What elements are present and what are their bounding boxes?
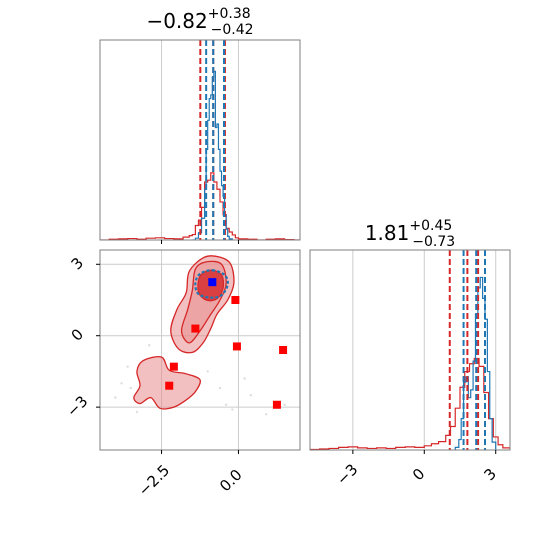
top-left-axis-frame [99,39,301,241]
bottom-left-y-tick-label: −3 [63,392,91,420]
bottom-right-x-tick-label: 3 [480,465,499,484]
bottom-right-title-value: 1.81 [365,221,410,245]
scatter-sample-dot [264,413,268,416]
red-square-marker [272,400,281,409]
top-left-histogram-content [100,40,300,240]
panel-bottom-right-histogram: −3 0 3 1.81+0.45 −0.73 [309,218,511,489]
bottom-right-grid [352,250,497,450]
bottom-left-x-tick-label: 0.0 [216,466,246,496]
bottom-left-contour-content [114,255,288,416]
red-square-marker [165,381,174,390]
top-left-grid [161,40,239,240]
top-left-red-histogram [100,172,300,240]
top-left-blue-histogram [192,70,233,240]
red-square-marker [279,346,288,354]
scatter-sample-dot [283,403,286,406]
red-square-marker [169,362,178,371]
blue-square-marker [208,278,217,287]
scatter-sample-dot [148,344,151,347]
scatter-sample-dot [114,396,117,399]
bottom-right-red-histogram [310,357,510,450]
scatter-sample-dot [206,370,209,373]
scatter-sample-dot [243,377,246,380]
bottom-right-title-lower-error: −0.73 [412,234,455,250]
bottom-right-histogram-content [310,250,510,450]
bottom-right-axis-frame [309,249,511,451]
red-square-marker [232,342,241,351]
panel-top-left-histogram: −0.82+0.38 −0.42 [99,6,301,244]
top-left-title-lower-error: −0.42 [211,22,254,38]
panel-bottom-left-2d: −2.5 0.0 3 0 −3 [63,249,301,500]
bottom-left-y-tick-label: 0 [68,325,87,344]
blue-contour [194,269,229,299]
scatter-sample-dot [224,403,228,406]
red-square-marker [231,296,240,304]
scatter-sample-dot [231,408,234,411]
top-left-ticks [161,240,239,244]
scatter-sample-dot [129,386,132,390]
scatter-sample-dot [135,410,139,414]
bottom-right-title: 1.81+0.45 −0.73 [365,218,455,250]
scatter-sample-dot [218,386,222,390]
bottom-right-x-tick-label: −3 [333,460,361,488]
red-square-marker [191,324,200,333]
top-left-title: −0.82+0.38 −0.42 [146,6,253,38]
bottom-right-blue-histogram [454,276,497,450]
scatter-sample-dot [126,365,129,368]
scatter-sample-dot [120,382,123,385]
scatter-sample-dot [249,394,252,397]
bottom-right-ticks: −3 0 3 [333,450,500,489]
top-left-title-upper-error: +0.38 [208,6,251,22]
top-left-title-value: −0.82 [146,9,207,33]
bottom-left-y-tick-label: 3 [68,254,87,273]
bottom-right-title-upper-error: +0.45 [409,218,452,234]
bottom-left-axis-frame [99,249,301,451]
bottom-right-x-tick-label: 0 [409,465,428,484]
bottom-left-x-tick-label: −2.5 [135,461,173,499]
